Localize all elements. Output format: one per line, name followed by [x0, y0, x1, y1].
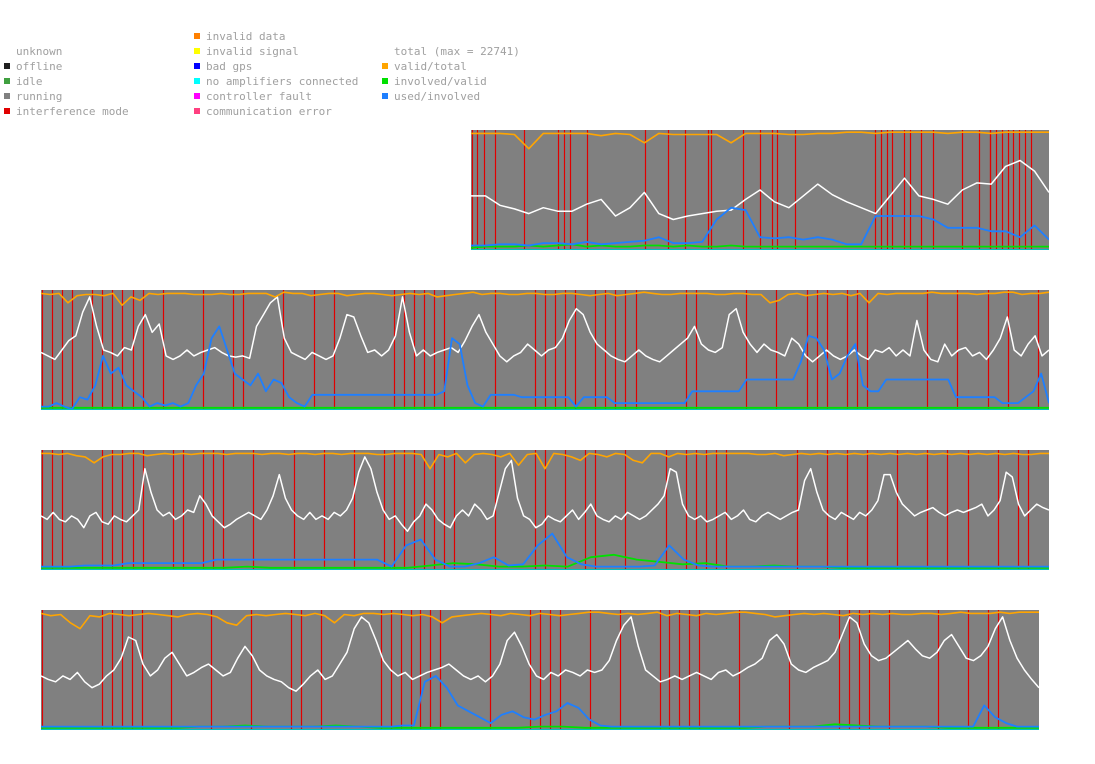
valid-total-line	[471, 131, 1049, 150]
legend-label: running	[16, 90, 63, 103]
involved-valid-line	[41, 553, 1049, 569]
legend-label: unknown	[16, 45, 63, 58]
legend-swatch	[4, 108, 10, 114]
strip-plot	[471, 130, 1049, 250]
legend-label: offline	[16, 60, 63, 73]
legend-item-invalid-data: invalid data	[194, 30, 285, 43]
legend-swatch	[382, 63, 388, 69]
legend-swatch	[194, 78, 200, 84]
legend-item-idle: idle	[4, 75, 43, 88]
legend-swatch	[4, 48, 10, 54]
legend-swatch	[194, 48, 200, 54]
legend-item-used-involved: used/involved	[382, 90, 480, 103]
legend-label: bad gps	[206, 60, 253, 73]
legend-swatch	[4, 63, 10, 69]
legend-label: communication error	[206, 105, 332, 118]
legend-swatch	[382, 78, 388, 84]
legend-item-involved-valid: involved/valid	[382, 75, 487, 88]
legend-item-no-amplifiers: no amplifiers connected	[194, 75, 358, 88]
legend-item-running: running	[4, 90, 62, 103]
valid-total-line	[41, 452, 1049, 470]
legend-label: total (max = 22741)	[394, 45, 520, 58]
legend-item-total: total (max = 22741)	[382, 45, 520, 58]
chart-strip-3	[41, 450, 1049, 570]
legend-label: idle	[16, 75, 43, 88]
legend-item-unknown: unknown	[4, 45, 62, 58]
strip-plot	[41, 290, 1049, 410]
total-line	[41, 616, 1039, 692]
legend-item-bad-gps: bad gps	[194, 60, 252, 73]
legend-label: involved/valid	[394, 75, 487, 88]
legend-swatch	[194, 93, 200, 99]
valid-total-line	[41, 611, 1039, 630]
legend-label: interference mode	[16, 105, 129, 118]
strip-plot	[41, 610, 1039, 730]
strip-plot	[41, 450, 1049, 570]
legend-item-invalid-signal: invalid signal	[194, 45, 299, 58]
legend-swatch	[194, 33, 200, 39]
legend-label: controller fault	[206, 90, 312, 103]
legend-swatch	[194, 63, 200, 69]
legend-item-communication-error: communication error	[194, 105, 332, 118]
legend-item-valid-total: valid/total	[382, 60, 467, 73]
used-involved-line	[41, 325, 1049, 410]
chart-strip-4	[41, 610, 1039, 730]
legend-swatch	[382, 93, 388, 99]
total-line	[41, 456, 1049, 532]
legend-swatch	[4, 78, 10, 84]
legend-item-interference-mode: interference mode	[4, 105, 129, 118]
legend: unknown offline idle running interferenc…	[0, 0, 600, 130]
used-involved-line	[41, 532, 1049, 568]
legend-label: invalid data	[206, 30, 286, 43]
used-involved-line	[41, 675, 1039, 728]
valid-total-line	[41, 291, 1049, 306]
chart-strip-1	[471, 130, 1049, 250]
legend-swatch	[4, 93, 10, 99]
legend-label: invalid signal	[206, 45, 299, 58]
chart-strip-2	[41, 290, 1049, 410]
legend-label: no amplifiers connected	[206, 75, 359, 88]
legend-label: used/involved	[394, 90, 481, 103]
legend-item-offline: offline	[4, 60, 62, 73]
legend-swatch	[382, 48, 388, 54]
legend-label: valid/total	[394, 60, 467, 73]
legend-swatch	[194, 108, 200, 114]
legend-item-controller-fault: controller fault	[194, 90, 312, 103]
used-involved-line	[471, 206, 1049, 247]
total-line	[471, 159, 1049, 221]
